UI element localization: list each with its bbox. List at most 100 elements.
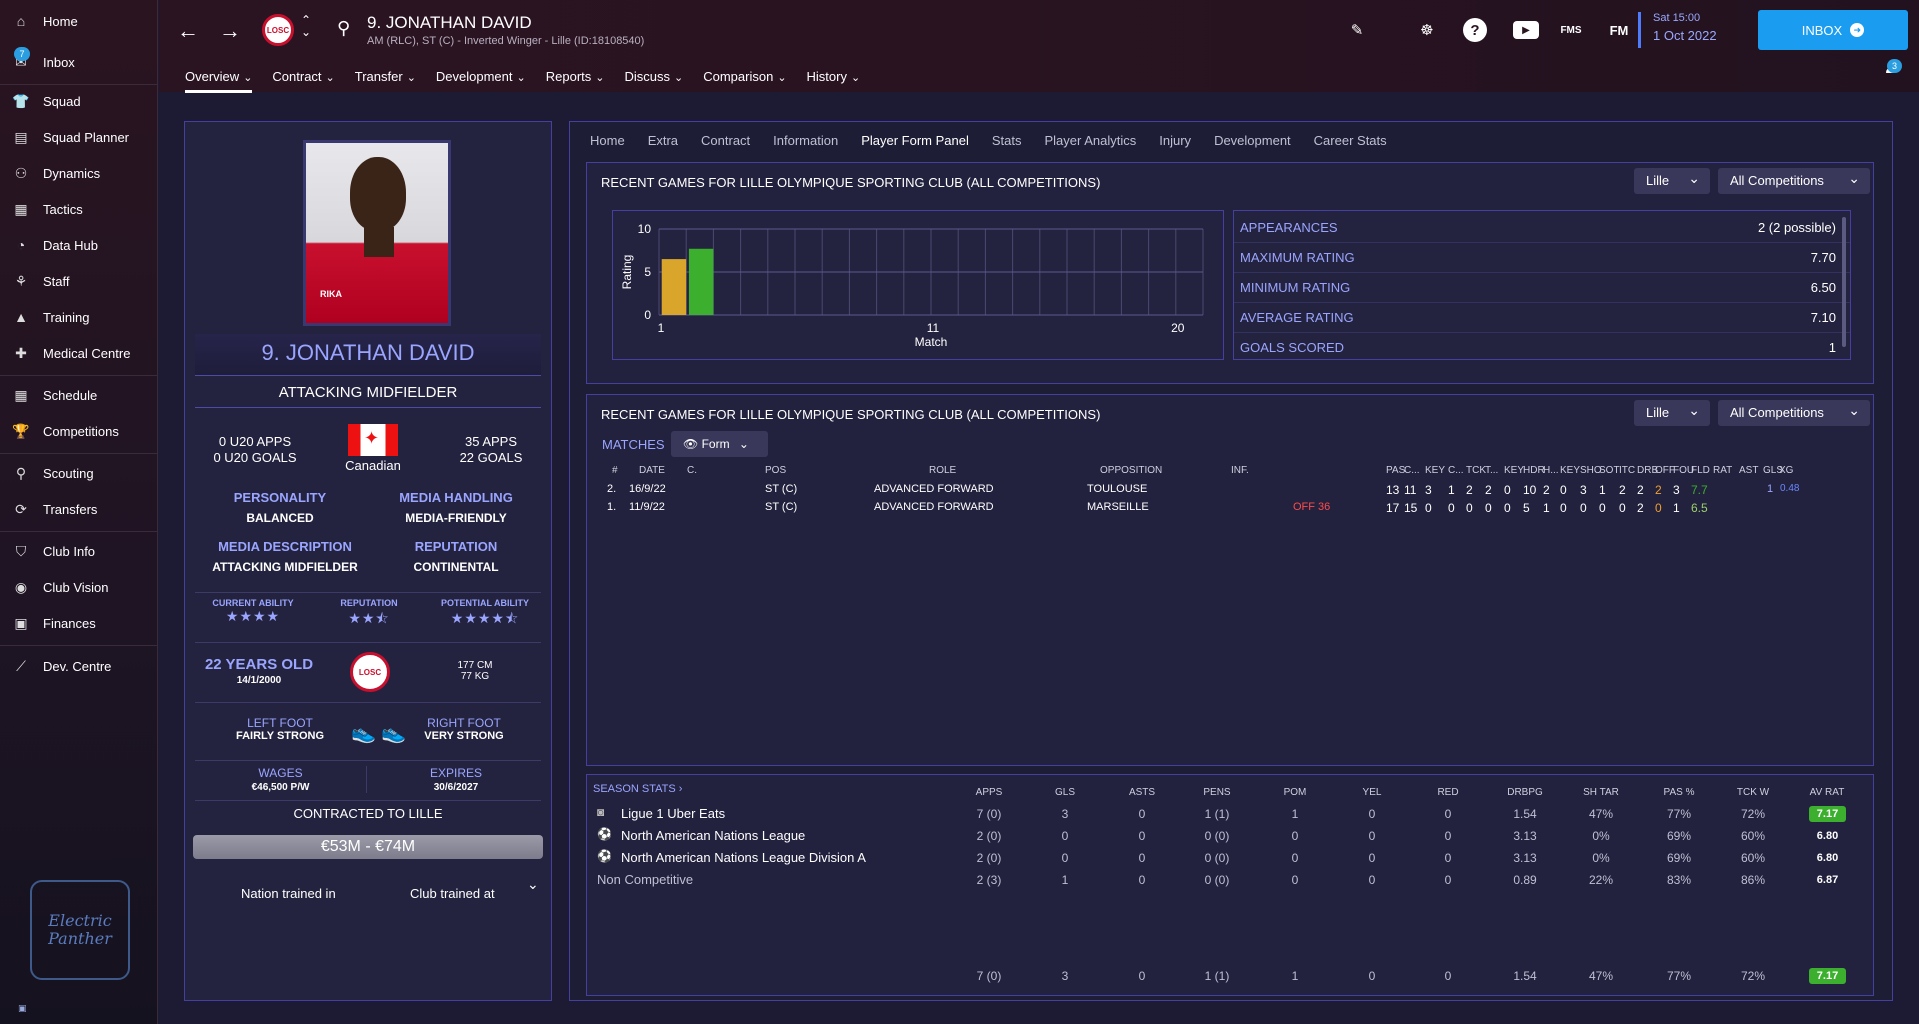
forward-arrow-icon[interactable]: →	[219, 18, 241, 43]
inbox-button[interactable]: INBOX ➜	[1758, 10, 1908, 50]
header-tab-contract[interactable]: Contract ⌄	[272, 63, 334, 90]
edit-pencil-icon[interactable]: ✎	[1350, 22, 1364, 39]
fms-icon[interactable]: FMS	[1560, 24, 1582, 36]
matches-header[interactable]: TCK	[1466, 465, 1486, 476]
matches-header[interactable]: DRB	[1637, 465, 1659, 476]
club-dropdown[interactable]: Lille	[1634, 165, 1710, 194]
sidebar-item-schedule[interactable]: ▦ Schedule	[0, 377, 157, 413]
subtab-extra[interactable]: Extra	[647, 132, 679, 148]
subtab-player-form-panel[interactable]: Player Form Panel	[861, 132, 969, 148]
competition-name[interactable]: North American Nations League Division A	[621, 850, 866, 865]
matches-header[interactable]: ROLE	[929, 465, 957, 476]
header-tab-reports[interactable]: Reports ⌄	[546, 63, 605, 90]
competition-name[interactable]: Non Competitive	[597, 872, 694, 887]
canada-flag-icon[interactable]: ✦	[348, 424, 398, 456]
season-header[interactable]: SH TAR	[1583, 787, 1619, 798]
form-view-button[interactable]: 👁 Form ⌄	[671, 431, 768, 457]
season-header[interactable]: GLS	[1054, 787, 1075, 798]
header-tab-history[interactable]: History ⌄	[807, 63, 861, 90]
subtab-career-stats[interactable]: Career Stats	[1313, 132, 1387, 148]
sidebar-item-squad[interactable]: 👕 Squad	[0, 83, 157, 119]
matches-header[interactable]: #	[612, 465, 618, 476]
sidebar-item-competitions[interactable]: 🏆 Competitions	[0, 413, 157, 449]
table-row[interactable]: 2. 16/9/22 ST (C) ADVANCED FORWARD TOULOUSE 1…	[587, 481, 1867, 499]
sidebar-item-scouting[interactable]: ⚲ Scouting	[0, 455, 157, 491]
season-header[interactable]: PENS	[1203, 787, 1231, 798]
sidebar-item-tactics[interactable]: ▦ Tactics	[0, 191, 157, 227]
matches-header[interactable]: FOU	[1673, 465, 1695, 476]
matches-header[interactable]: GLS	[1763, 465, 1784, 476]
season-header[interactable]: ASTS	[1128, 787, 1156, 798]
sidebar-item-data-hub[interactable]: ◔ Data Hub	[0, 227, 157, 263]
status-tray-icon[interactable]: ▣	[18, 1003, 27, 1013]
matches-header[interactable]: SOT	[1599, 465, 1620, 476]
brain-icon[interactable]: ☸	[1420, 22, 1434, 39]
season-header[interactable]: PAS %	[1663, 787, 1695, 798]
sidebar-item-training[interactable]: ▲ Training	[0, 299, 157, 335]
season-header[interactable]: RED	[1437, 787, 1459, 798]
matches-header[interactable]: HDR	[1523, 465, 1545, 476]
season-header[interactable]: POM	[1283, 787, 1307, 798]
header-tab-overview[interactable]: Overview ⌄	[185, 63, 253, 93]
subtab-stats[interactable]: Stats	[991, 132, 1022, 148]
sidebar-item-inbox[interactable]: ✉ Inbox 7	[0, 44, 157, 80]
expand-chevron-icon[interactable]: ⌄	[527, 876, 539, 892]
sidebar-item-dev-centre[interactable]: ⟋ Dev. Centre	[0, 648, 157, 684]
header-tab-comparison[interactable]: Comparison ⌄	[703, 63, 786, 90]
matches-competition-dropdown[interactable]: All Competitions	[1718, 397, 1870, 426]
matches-header[interactable]: H...	[1543, 465, 1559, 476]
match-opposition[interactable]: TOULOUSE	[1087, 483, 1148, 495]
season-stats-link[interactable]: SEASON STATS ›	[593, 783, 682, 795]
competition-name[interactable]: North American Nations League	[621, 828, 806, 843]
table-row[interactable]: Non Competitive 2 (3) 1 0 0 (0) 0 0 0 0.89 22% 83%…	[587, 869, 1873, 891]
matches-header[interactable]: C.	[687, 465, 697, 476]
header-tab-transfer[interactable]: Transfer ⌄	[355, 63, 416, 90]
subtab-development[interactable]: Development	[1214, 132, 1291, 148]
help-icon[interactable]: ?	[1463, 18, 1487, 42]
sidebar-item-club-info[interactable]: ⛉ Club Info	[0, 533, 157, 569]
game-date[interactable]: Sat 15:00 1 Oct 2022	[1638, 12, 1717, 48]
subtab-contract[interactable]: Contract	[701, 132, 751, 148]
matches-header[interactable]: DATE	[639, 465, 665, 476]
matches-header[interactable]: C...	[1404, 465, 1420, 476]
matches-header[interactable]: KEY	[1504, 465, 1525, 476]
table-row[interactable]: ◙ Ligue 1 Uber Eats 7 (0) 3 0 1 (1) 1 0 0 1.54 47%…	[587, 803, 1873, 825]
matches-club-dropdown[interactable]: Lille	[1634, 397, 1710, 426]
table-row[interactable]: ⚽ North American Nations League 2 (0) 0 0 0 (…	[587, 825, 1873, 847]
sidebar-item-dynamics[interactable]: ⚇ Dynamics	[0, 155, 157, 191]
sidebar-item-home[interactable]: ⌂ Home	[0, 3, 157, 39]
competition-name[interactable]: Ligue 1 Uber Eats	[621, 806, 726, 821]
competition-dropdown[interactable]: All Competitions	[1718, 165, 1870, 194]
subtab-information[interactable]: Information	[773, 132, 839, 148]
matches-header[interactable]: C...	[1448, 465, 1464, 476]
matches-header[interactable]: POS	[765, 465, 787, 476]
matches-header[interactable]: KEY	[1560, 465, 1581, 476]
matches-header[interactable]: PAS	[1386, 465, 1406, 476]
matches-header[interactable]: FLD	[1691, 465, 1710, 476]
matches-header[interactable]: T...	[1485, 465, 1499, 476]
table-row[interactable]: 1. 11/9/22 ST (C) ADVANCED FORWARD MARSEILLE…	[587, 499, 1867, 517]
sidebar-item-club-vision[interactable]: ◉ Club Vision	[0, 569, 157, 605]
season-header[interactable]: TCK W	[1736, 787, 1770, 798]
profile-club-crest[interactable]: LOSC	[350, 652, 390, 692]
club-switch-chevron-icon[interactable]: ⌃ ⌄	[301, 13, 312, 39]
header-tab-discuss[interactable]: Discuss ⌄	[624, 63, 683, 90]
matches-header[interactable]: OPPOSITION	[1100, 465, 1163, 476]
sidebar-item-finances[interactable]: ▣ Finances	[0, 605, 157, 641]
matches-header[interactable]: XG	[1779, 465, 1794, 476]
table-row[interactable]: ⚽ North American Nations League Division …	[587, 847, 1873, 869]
summary-scrollbar[interactable]	[1842, 217, 1846, 347]
season-header[interactable]: YEL	[1362, 787, 1382, 798]
matches-header[interactable]: OFF	[1655, 465, 1675, 476]
matches-header[interactable]: INF.	[1231, 465, 1249, 476]
season-header[interactable]: AV RAT	[1809, 787, 1845, 798]
chart-bar-match-2[interactable]	[688, 248, 714, 315]
matches-header[interactable]: SHO	[1580, 465, 1602, 476]
subtab-injury[interactable]: Injury	[1159, 132, 1192, 148]
matches-header[interactable]: ITC	[1619, 465, 1636, 476]
club-crest[interactable]: LOSC	[262, 14, 294, 46]
matches-header[interactable]: RAT	[1713, 465, 1733, 476]
fm-logo-icon[interactable]: FM	[1609, 22, 1629, 38]
season-header[interactable]: DRBPG	[1507, 787, 1543, 798]
sidebar-item-staff[interactable]: ⚘ Staff	[0, 263, 157, 299]
